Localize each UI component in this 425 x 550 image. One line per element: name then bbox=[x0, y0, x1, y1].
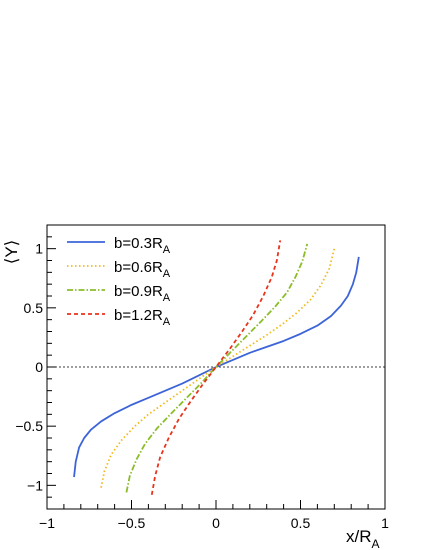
x-tick-label: 0 bbox=[212, 515, 220, 531]
x-tick-label: 0.5 bbox=[291, 515, 311, 531]
y-tick-label: −1 bbox=[27, 477, 43, 493]
series-line-2 bbox=[125, 243, 309, 493]
y-tick-label: −0.5 bbox=[15, 418, 43, 434]
x-axis-label: x/RA bbox=[346, 527, 380, 550]
y-tick-label: 0.5 bbox=[24, 300, 44, 316]
y-tick-label: 0 bbox=[35, 359, 43, 375]
x-tick-label: −1 bbox=[39, 515, 55, 531]
series-line-3 bbox=[150, 240, 282, 495]
y-axis-label: ⟨Y⟩ bbox=[2, 240, 21, 265]
legend-label-3: b=1.2RA bbox=[114, 307, 171, 328]
axis-tick-labels: −1 −0.5 0 0.5 1 −1 −0.5 0 0.5 1 bbox=[15, 241, 389, 531]
x-tick-label: 1 bbox=[381, 515, 389, 531]
legend-label-0: b=0.3RA bbox=[114, 235, 171, 256]
legend-label-2: b=0.9RA bbox=[114, 283, 171, 304]
series-group bbox=[73, 240, 360, 495]
x-tick-label: −0.5 bbox=[118, 515, 146, 531]
y-tick-label: 1 bbox=[35, 241, 43, 257]
series-line-1 bbox=[100, 248, 336, 488]
legend-label-1: b=0.6RA bbox=[114, 259, 171, 280]
legend: b=0.3RA b=0.6RA b=0.9RA b=1.2RA bbox=[67, 235, 171, 328]
